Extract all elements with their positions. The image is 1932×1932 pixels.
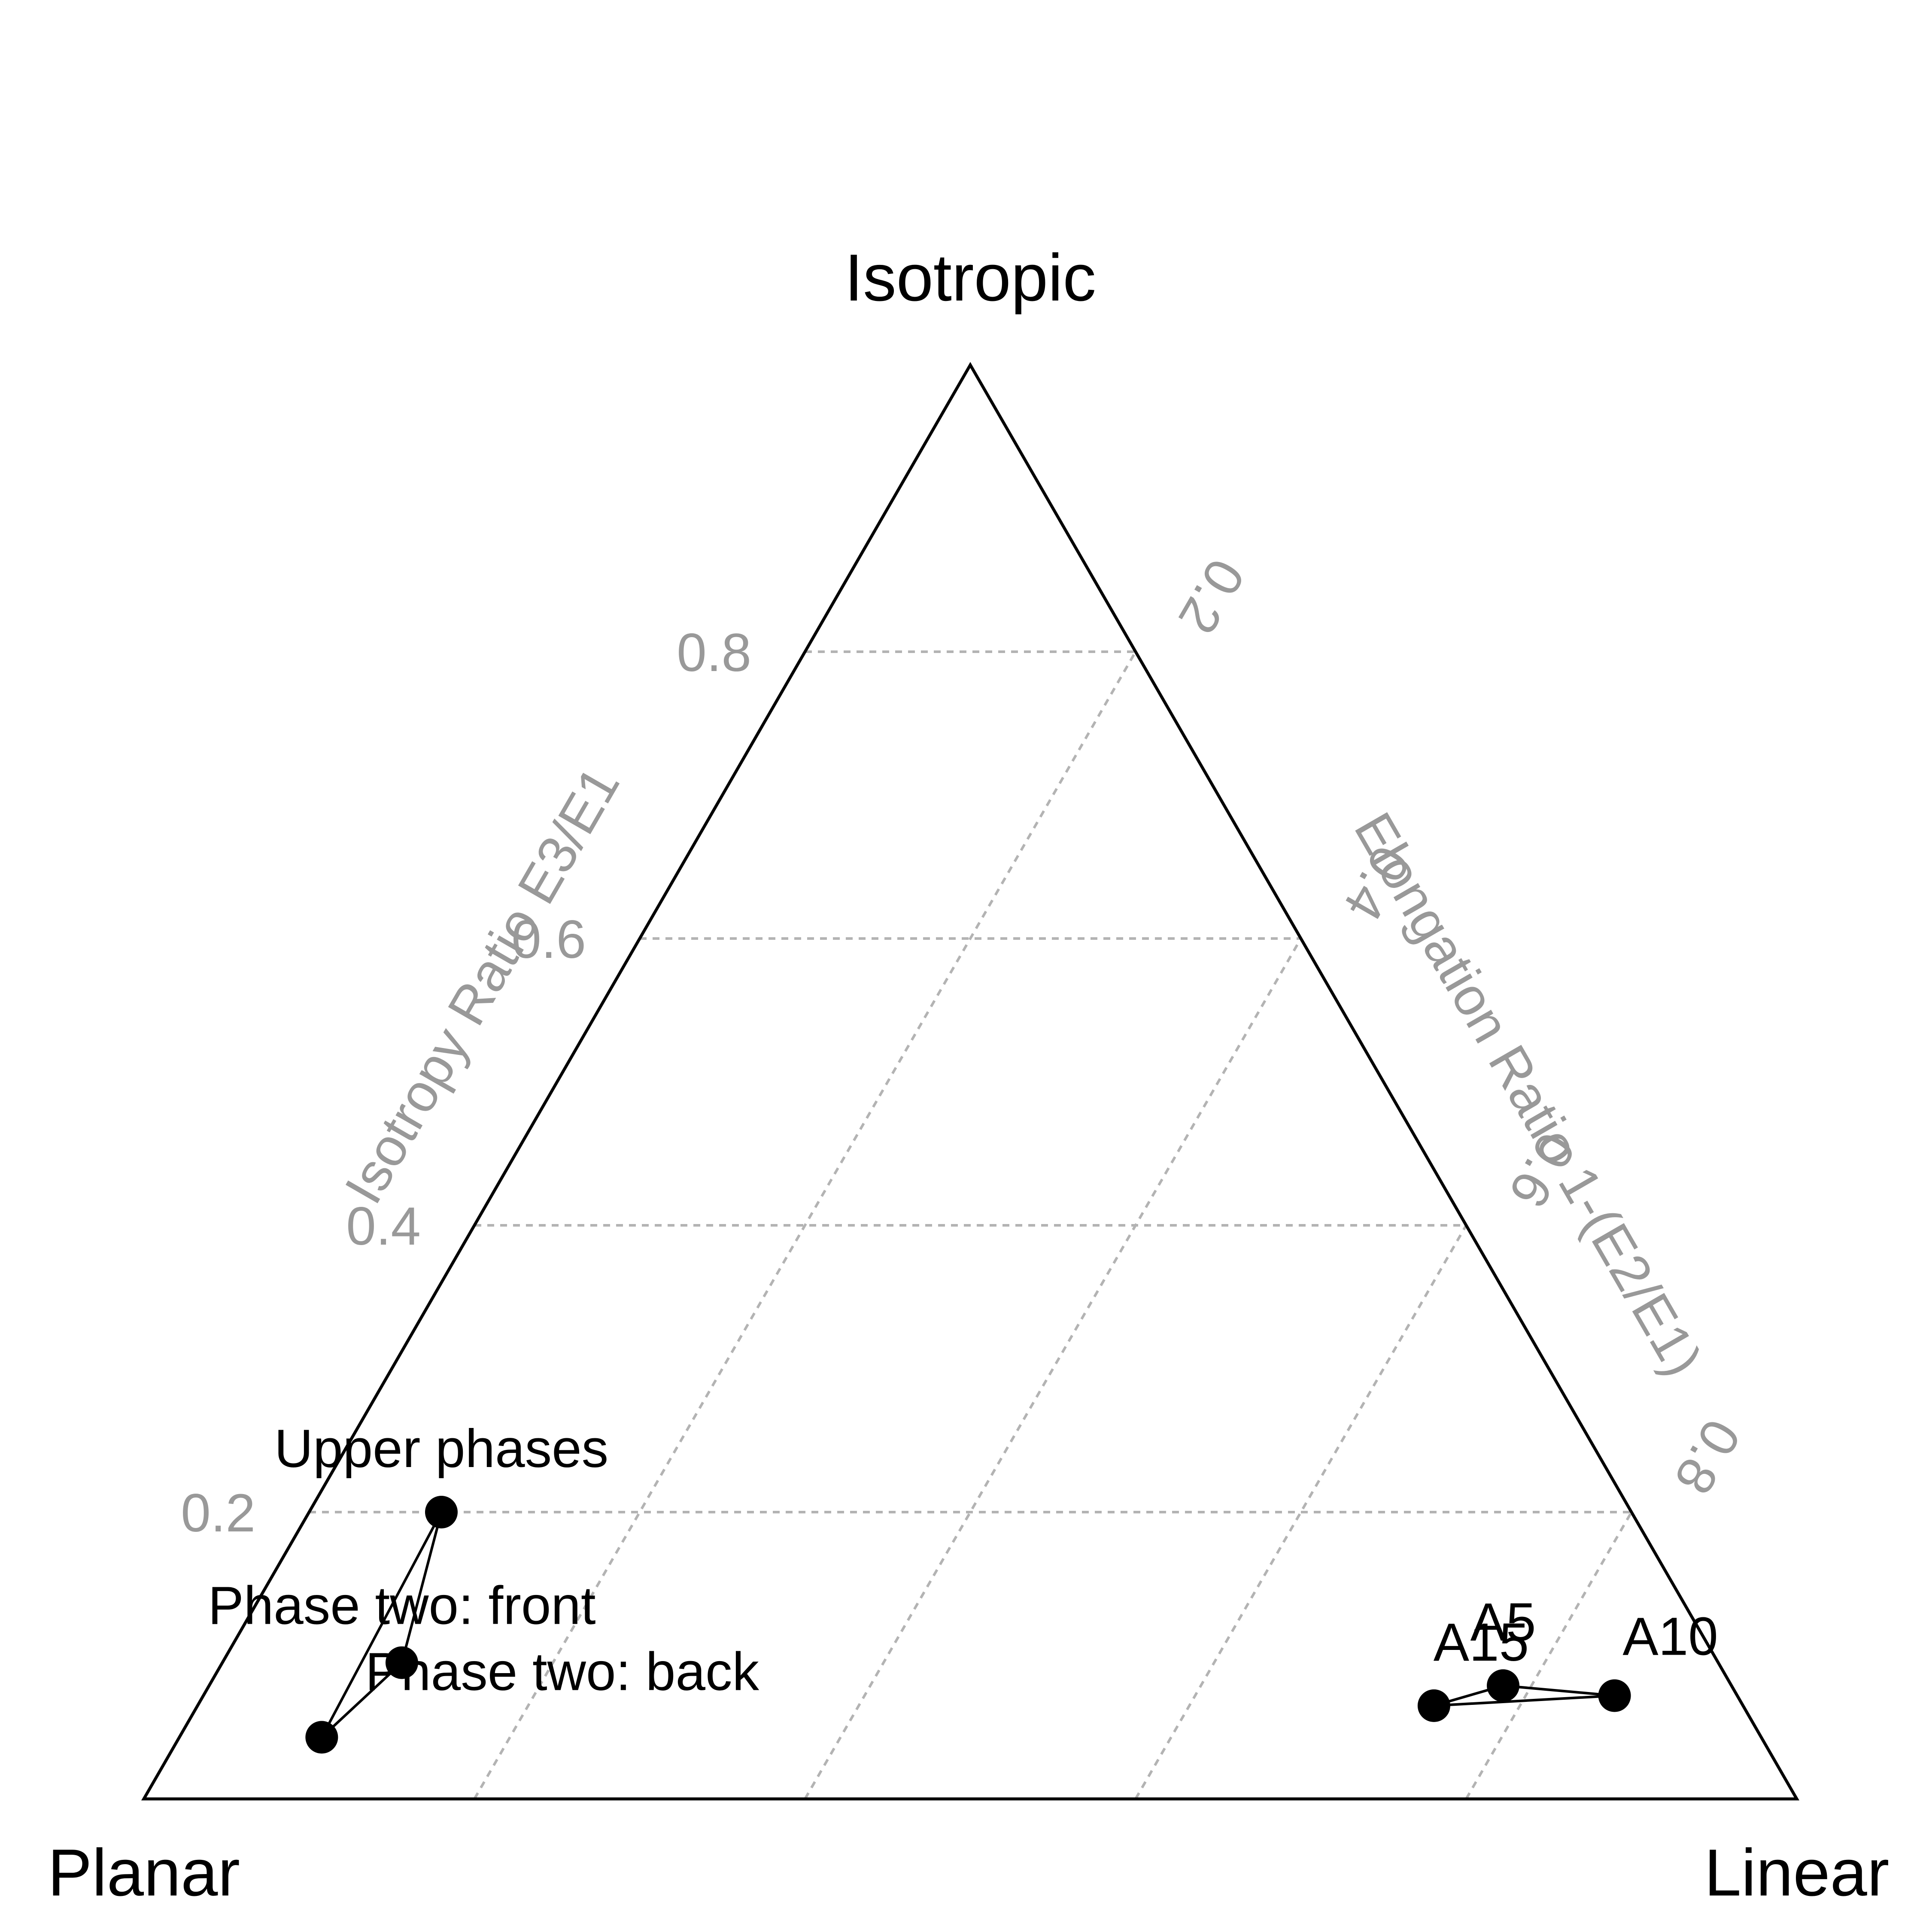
data-point-label: A15 [1434,1613,1529,1672]
data-point-label: A5 [1470,1592,1536,1652]
data-point [425,1496,458,1528]
axis-title-isotropy: Isotropy Ratio E3/E1 [334,757,631,1213]
grid-line-elongation [473,651,1137,1800]
triangle-frame [141,361,1800,1801]
vertex-label-planar: Planar [48,1835,240,1910]
tick-label-elongation: 0.2 [1167,549,1256,644]
tick-label-isotropy: 0.2 [181,1483,255,1543]
vertex-label-linear: Linear [1704,1835,1889,1910]
data-point [1487,1669,1520,1702]
grid-line-elongation [804,938,1302,1800]
vertex-label-isotropic: Isotropic [844,240,1096,315]
series-outline [1434,1684,1615,1707]
grid-line-elongation [1465,1511,1633,1800]
grid-lines [309,650,1633,1800]
axis-title-elongation: Elongation Ratio 1-(E2/E1) [1343,803,1713,1386]
data-point [305,1721,338,1754]
data-point [1598,1679,1631,1712]
data-point [1417,1689,1450,1722]
tick-label-isotropy: 0.8 [677,623,751,683]
tick-label-isotropy: 0.4 [346,1197,421,1256]
data-point-label: Phase two: front [208,1576,595,1636]
tick-label-isotropy: 0.6 [511,910,586,969]
data-point-label: Phase two: back [365,1642,759,1701]
data-series: Upper phases Phase two: front Phase two: b… [208,1419,1718,1754]
tick-label-elongation: 0.8 [1663,1410,1752,1504]
series-outline [320,1511,443,1738]
data-point-label: Upper phases [274,1419,608,1479]
data-point-label: A10 [1622,1607,1718,1667]
data-point [385,1646,418,1679]
